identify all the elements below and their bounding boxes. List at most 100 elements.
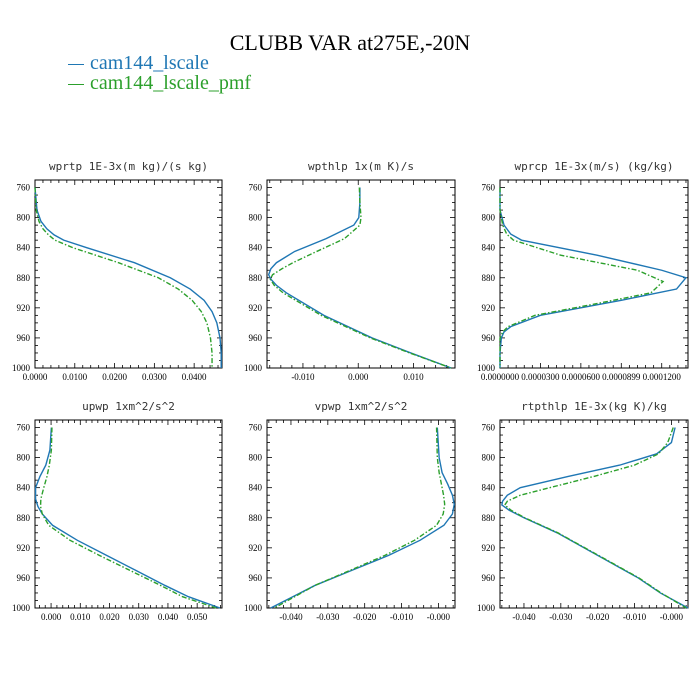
x-tick-label: 0.0000300: [521, 372, 560, 382]
y-tick-label: 880: [482, 273, 496, 283]
subplot-title: wprtp 1E-3x(m kg)/(s kg): [49, 160, 208, 173]
x-tick-label: 0.0400: [182, 372, 207, 382]
x-tick-label: 0.000: [41, 612, 62, 622]
y-tick-label: 800: [482, 213, 496, 223]
legend-label: cam144_lscale: [90, 52, 209, 74]
y-tick-label: 960: [482, 333, 496, 343]
x-tick-label: 0.010: [403, 372, 424, 382]
y-tick-label: 840: [482, 243, 496, 253]
y-tick-label: 1000: [477, 603, 496, 613]
y-tick-label: 880: [249, 513, 263, 523]
x-tick-label: -0.040: [512, 612, 536, 622]
y-tick-label: 760: [17, 423, 31, 433]
y-tick-label: 840: [482, 483, 496, 493]
plot-frame: [499, 419, 689, 609]
y-tick-label: 800: [17, 453, 31, 463]
y-tick-label: 880: [17, 273, 31, 283]
x-tick-label: 0.000: [348, 372, 369, 382]
subplot-title: upwp 1xm^2/s^2: [82, 400, 175, 413]
y-tick-label: 800: [17, 213, 31, 223]
y-tick-label: 920: [482, 543, 496, 553]
y-tick-label: 1000: [12, 363, 31, 373]
y-tick-label: 960: [17, 573, 31, 583]
x-tick-label: -0.020: [353, 612, 377, 622]
subplot-title: rtpthlp 1E-3x(kg K)/kg: [521, 400, 667, 413]
y-tick-label: 920: [482, 303, 496, 313]
x-tick-label: -0.000: [427, 612, 451, 622]
series-line-cam144-lscale-pmf: [503, 427, 687, 609]
plot-frame: [34, 419, 223, 609]
subplot-title: vpwp 1xm^2/s^2: [315, 400, 408, 413]
series-line-cam144-lscale-pmf: [274, 427, 446, 609]
x-tick-label: 0.020: [99, 612, 120, 622]
y-tick-label: 840: [249, 243, 263, 253]
subplot-4: upwp 1xm^2/s^2 760 800 840 880 920 960 1000 0.00…: [12, 400, 223, 622]
plot-frame: [34, 179, 223, 369]
legend-label: cam144_lscale_pmf: [90, 72, 252, 94]
x-tick-label: 0.010: [70, 612, 91, 622]
series-line-cam144-lscale-pmf: [269, 187, 452, 369]
subplot-title: wprcp 1E-3x(m/s) (kg/kg): [515, 160, 674, 173]
y-tick-label: 840: [17, 483, 31, 493]
y-tick-label: 760: [249, 183, 263, 193]
y-tick-label: 1000: [12, 603, 31, 613]
legend-line-swatch: [68, 63, 84, 65]
x-tick-label: 0.0001200: [643, 372, 682, 382]
y-tick-label: 1000: [244, 363, 263, 373]
y-tick-label: 1000: [477, 363, 496, 373]
legend-line-swatch: [68, 83, 84, 85]
x-tick-label: -0.000: [660, 612, 684, 622]
y-tick-label: 840: [249, 483, 263, 493]
x-tick-label: 0.0000000: [481, 372, 520, 382]
y-tick-label: 800: [482, 453, 496, 463]
x-tick-label: 0.0000: [23, 372, 48, 382]
series-line-cam144-lscale-pmf: [499, 187, 665, 368]
legend-entry-2: cam144_lscale_pmf: [68, 72, 251, 94]
y-tick-label: 920: [249, 543, 263, 553]
plot-frame: [499, 179, 689, 369]
y-tick-label: 960: [17, 333, 31, 343]
x-tick-label: 0.0100: [62, 372, 87, 382]
x-tick-label: 0.0000600: [562, 372, 601, 382]
subplot-3: wprcp 1E-3x(m/s) (kg/kg) 760 800 840 880 920 9…: [477, 160, 689, 382]
y-tick-label: 920: [249, 303, 263, 313]
x-tick-label: -0.010: [390, 612, 414, 622]
y-tick-label: 800: [249, 213, 263, 223]
series-line-cam144-lscale-pmf: [39, 427, 217, 609]
plot-frame: [266, 179, 456, 369]
y-tick-label: 840: [17, 243, 31, 253]
x-tick-label: -0.020: [586, 612, 610, 622]
x-tick-label: 0.0300: [142, 372, 167, 382]
y-tick-label: 960: [482, 573, 496, 583]
y-tick-label: 880: [482, 513, 496, 523]
subplot-5: vpwp 1xm^2/s^2 760 800 840 880 920 960 1000 -0.0…: [244, 400, 456, 622]
series-line-cam144-lscale: [34, 187, 222, 368]
series-line-cam144-lscale: [34, 427, 221, 609]
subplot-2: wpthlp 1x(m K)/s 760 800 840 880 920 960 1000 -0…: [244, 160, 456, 382]
y-tick-label: 880: [17, 513, 31, 523]
y-tick-label: 920: [17, 303, 31, 313]
subplot-title: wpthlp 1x(m K)/s: [308, 160, 414, 173]
legend-entry-1: cam144_lscale: [68, 52, 209, 74]
y-tick-label: 760: [17, 183, 31, 193]
x-tick-label: 0.0200: [102, 372, 127, 382]
y-tick-label: 960: [249, 573, 263, 583]
x-tick-label: 0.0000899: [602, 372, 641, 382]
series-line-cam144-lscale: [267, 187, 452, 369]
y-tick-label: 760: [482, 423, 496, 433]
x-tick-label: -0.030: [316, 612, 340, 622]
y-tick-label: 960: [249, 333, 263, 343]
series-line-cam144-lscale: [499, 187, 688, 368]
x-tick-label: -0.010: [291, 372, 315, 382]
subplot-6: rtpthlp 1E-3x(kg K)/kg 760 800 840 880 920 960…: [477, 400, 689, 622]
y-tick-label: 760: [482, 183, 496, 193]
y-tick-label: 760: [249, 423, 263, 433]
series-line-cam144-lscale: [501, 427, 689, 609]
x-tick-label: -0.030: [549, 612, 573, 622]
series-line-cam144-lscale: [270, 427, 455, 609]
x-tick-label: 0.040: [158, 612, 179, 622]
series-line-cam144-lscale-pmf: [34, 187, 213, 368]
plot-frame: [266, 419, 456, 609]
y-tick-label: 920: [17, 543, 31, 553]
